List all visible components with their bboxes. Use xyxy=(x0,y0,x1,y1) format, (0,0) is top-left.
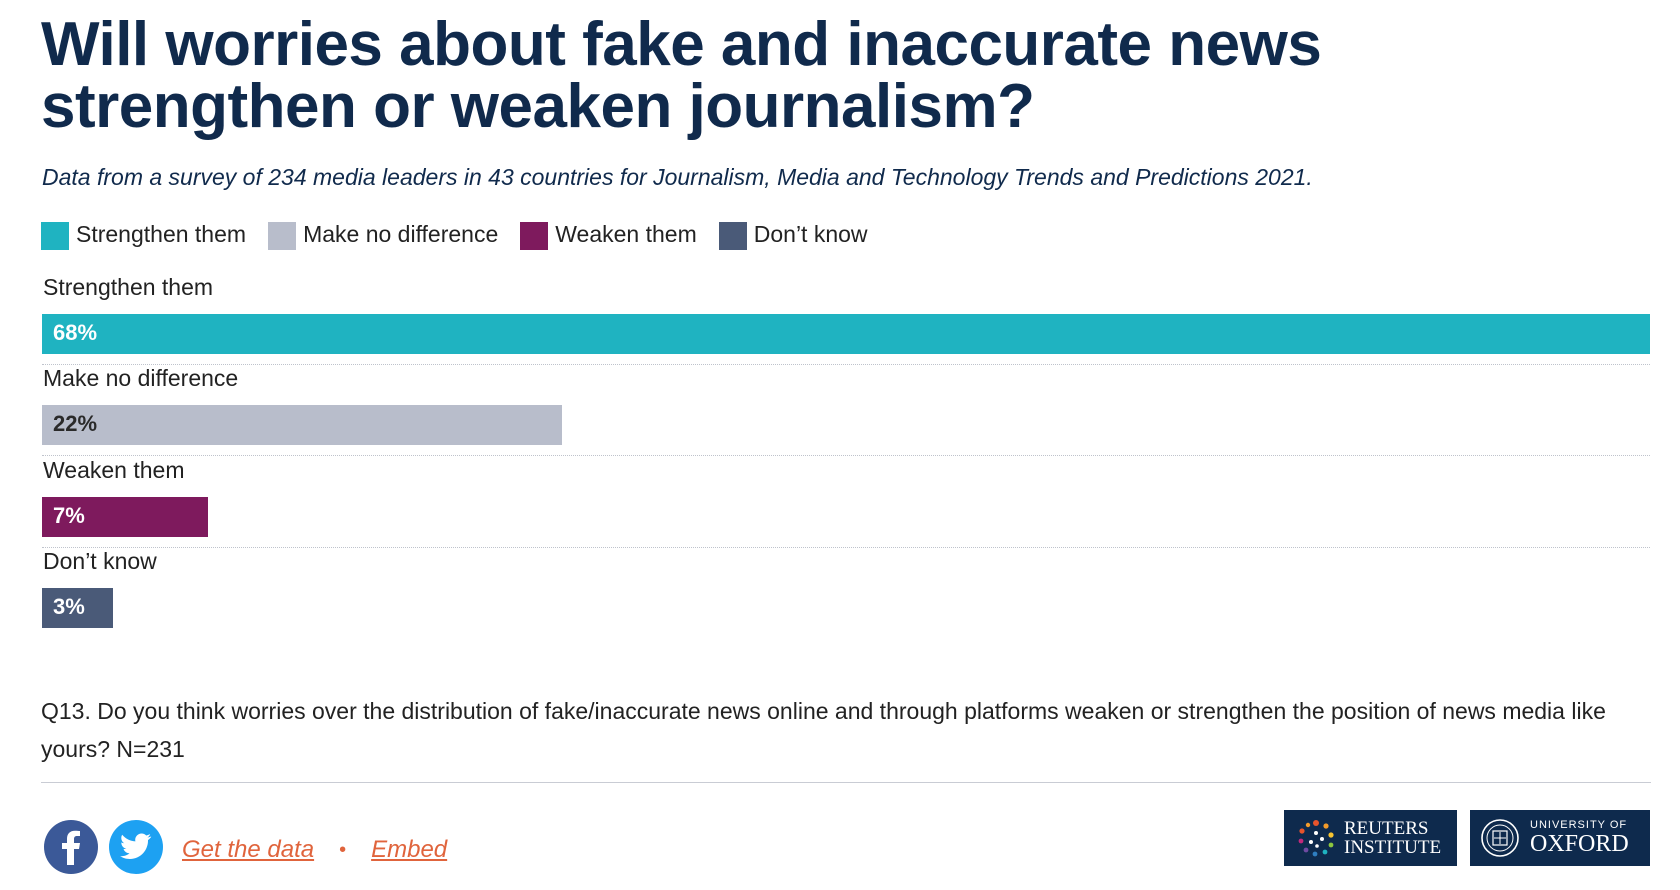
category-label: Make no difference xyxy=(43,365,239,391)
row-separator xyxy=(42,455,1650,456)
bar-value-label: 7% xyxy=(53,503,85,528)
bar-strengthen: 68% xyxy=(42,314,1650,354)
legend-item-strengthen: Strengthen them xyxy=(41,218,246,250)
oxford-line1: UNIVERSITY OF xyxy=(1530,819,1628,831)
reuters-line1: REUTERS xyxy=(1344,818,1429,839)
category-label: Weaken them xyxy=(43,457,185,483)
link-separator: • xyxy=(339,838,347,861)
reuters-line2: INSTITUTE xyxy=(1344,837,1442,858)
legend-label: Weaken them xyxy=(555,220,697,247)
chart-subtitle: Data from a survey of 234 media leaders … xyxy=(42,164,1313,190)
legend-item-dont-know: Don’t know xyxy=(718,218,868,250)
bar-value-label: 68% xyxy=(53,320,98,345)
legend-label: Make no difference xyxy=(303,220,499,247)
bar-row-no-difference: Make no difference 22% xyxy=(42,361,1650,460)
facebook-icon[interactable] xyxy=(44,820,98,874)
bar-value-label: 3% xyxy=(53,594,85,619)
legend: Strengthen them Make no difference Weake… xyxy=(41,218,890,250)
bar-no-difference: 22% xyxy=(42,405,562,445)
footer-links: Get the data • Embed xyxy=(182,836,447,864)
university-of-oxford-logo[interactable]: UNIVERSITY OF OXFORD xyxy=(1470,810,1650,866)
legend-swatch xyxy=(268,222,297,250)
bar-row-strengthen: Strengthen them 68% xyxy=(42,270,1650,369)
legend-item-no-difference: Make no difference xyxy=(268,218,498,250)
footer-divider xyxy=(41,782,1651,783)
bar-row-weaken: Weaken them 7% xyxy=(42,453,1650,552)
legend-label: Don’t know xyxy=(753,220,868,247)
row-separator xyxy=(42,364,1650,365)
bar-dont-know: 3% xyxy=(42,588,113,628)
reuters-dots-icon xyxy=(1298,820,1334,857)
bar-row-dont-know: Don’t know 3% xyxy=(42,544,1650,643)
oxford-line2: OXFORD xyxy=(1530,831,1629,857)
share-buttons xyxy=(44,820,174,874)
category-label: Don’t know xyxy=(43,548,157,574)
reuters-institute-logo[interactable]: REUTERS INSTITUTE xyxy=(1284,810,1457,866)
category-label: Strengthen them xyxy=(43,274,214,300)
bar-weaken: 7% xyxy=(42,497,208,537)
legend-swatch xyxy=(41,222,69,250)
embed-link[interactable]: Embed xyxy=(371,836,448,863)
chart-title: Will worries about fake and inaccurate n… xyxy=(41,10,1322,141)
oxford-crest-icon xyxy=(1481,819,1519,857)
legend-label: Strengthen them xyxy=(76,220,247,247)
row-separator xyxy=(42,547,1650,548)
twitter-icon[interactable] xyxy=(109,820,163,874)
legend-swatch xyxy=(718,222,747,250)
survey-question-note: Q13. Do you think worries over the distr… xyxy=(41,698,1606,762)
bar-value-label: 22% xyxy=(53,411,98,436)
legend-item-weaken: Weaken them xyxy=(520,218,697,250)
legend-swatch xyxy=(520,222,549,250)
get-the-data-link[interactable]: Get the data xyxy=(182,836,315,863)
